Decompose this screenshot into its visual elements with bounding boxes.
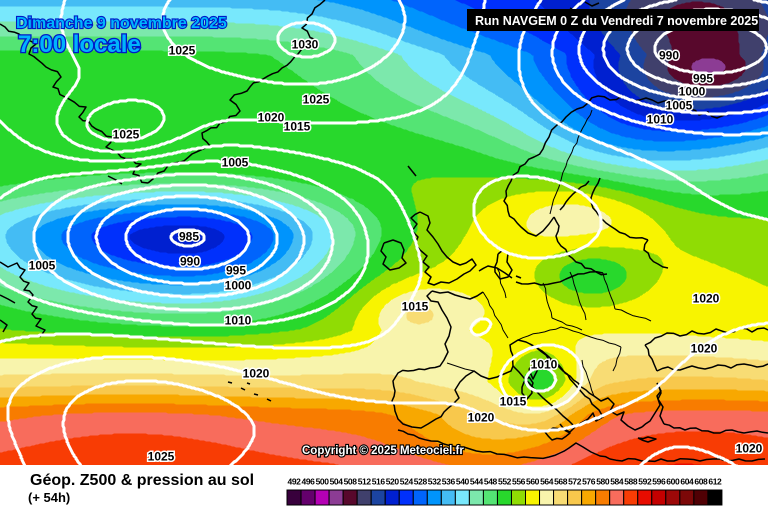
svg-text:540: 540 — [456, 477, 470, 487]
svg-text:592: 592 — [638, 477, 652, 487]
svg-text:492: 492 — [288, 477, 302, 487]
svg-text:1005: 1005 — [222, 156, 249, 170]
svg-text:985: 985 — [179, 230, 199, 244]
svg-text:576: 576 — [582, 477, 596, 487]
svg-text:1015: 1015 — [500, 395, 527, 409]
svg-text:1025: 1025 — [148, 450, 175, 464]
svg-text:1010: 1010 — [647, 113, 674, 127]
svg-text:524: 524 — [400, 477, 414, 487]
svg-text:1010: 1010 — [531, 358, 558, 372]
svg-text:7:00 locale: 7:00 locale — [18, 31, 141, 58]
svg-text:560: 560 — [526, 477, 540, 487]
svg-text:1025: 1025 — [169, 44, 196, 58]
svg-text:508: 508 — [344, 477, 358, 487]
svg-text:600: 600 — [666, 477, 680, 487]
svg-text:556: 556 — [512, 477, 526, 487]
svg-text:536: 536 — [442, 477, 456, 487]
svg-text:596: 596 — [652, 477, 666, 487]
svg-text:604: 604 — [680, 477, 694, 487]
svg-text:Run NAVGEM 0 Z du Vendredi 7 n: Run NAVGEM 0 Z du Vendredi 7 novembre 20… — [475, 14, 758, 28]
svg-text:500: 500 — [316, 477, 330, 487]
svg-text:Copyright © 2025 Meteociel.fr: Copyright © 2025 Meteociel.fr — [302, 445, 464, 457]
svg-text:612: 612 — [708, 477, 722, 487]
svg-text:1020: 1020 — [258, 111, 285, 125]
svg-text:564: 564 — [540, 477, 554, 487]
svg-text:1025: 1025 — [303, 93, 330, 107]
svg-text:1015: 1015 — [402, 300, 429, 314]
svg-text:990: 990 — [180, 255, 200, 269]
svg-text:544: 544 — [470, 477, 484, 487]
svg-text:568: 568 — [554, 477, 568, 487]
svg-text:Dimanche 9 novembre 2025: Dimanche 9 novembre 2025 — [16, 15, 227, 32]
svg-text:512: 512 — [358, 477, 372, 487]
svg-text:Géop. Z500 & pression au sol: Géop. Z500 & pression au sol — [30, 472, 254, 489]
svg-text:1000: 1000 — [225, 279, 252, 293]
svg-text:548: 548 — [484, 477, 498, 487]
svg-text:1005: 1005 — [29, 259, 56, 273]
svg-text:1010: 1010 — [225, 314, 252, 328]
svg-text:1000: 1000 — [679, 85, 706, 99]
svg-text:580: 580 — [596, 477, 610, 487]
svg-text:608: 608 — [694, 477, 708, 487]
svg-text:995: 995 — [226, 264, 246, 278]
svg-text:1020: 1020 — [243, 367, 270, 381]
svg-text:504: 504 — [330, 477, 344, 487]
svg-text:520: 520 — [386, 477, 400, 487]
svg-text:552: 552 — [498, 477, 512, 487]
svg-text:(+ 54h): (+ 54h) — [28, 490, 70, 505]
svg-text:1030: 1030 — [292, 38, 319, 52]
svg-text:528: 528 — [414, 477, 428, 487]
svg-text:1020: 1020 — [691, 342, 718, 356]
svg-text:1020: 1020 — [468, 411, 495, 425]
svg-text:584: 584 — [610, 477, 624, 487]
svg-text:1005: 1005 — [666, 99, 693, 113]
svg-text:1020: 1020 — [693, 292, 720, 306]
svg-text:1015: 1015 — [284, 120, 311, 134]
svg-text:516: 516 — [372, 477, 386, 487]
svg-text:496: 496 — [302, 477, 316, 487]
svg-text:588: 588 — [624, 477, 638, 487]
svg-text:532: 532 — [428, 477, 442, 487]
svg-text:572: 572 — [568, 477, 582, 487]
svg-text:1025: 1025 — [113, 128, 140, 142]
svg-text:1020: 1020 — [736, 442, 763, 456]
svg-text:995: 995 — [693, 72, 713, 86]
svg-text:990: 990 — [659, 49, 679, 63]
